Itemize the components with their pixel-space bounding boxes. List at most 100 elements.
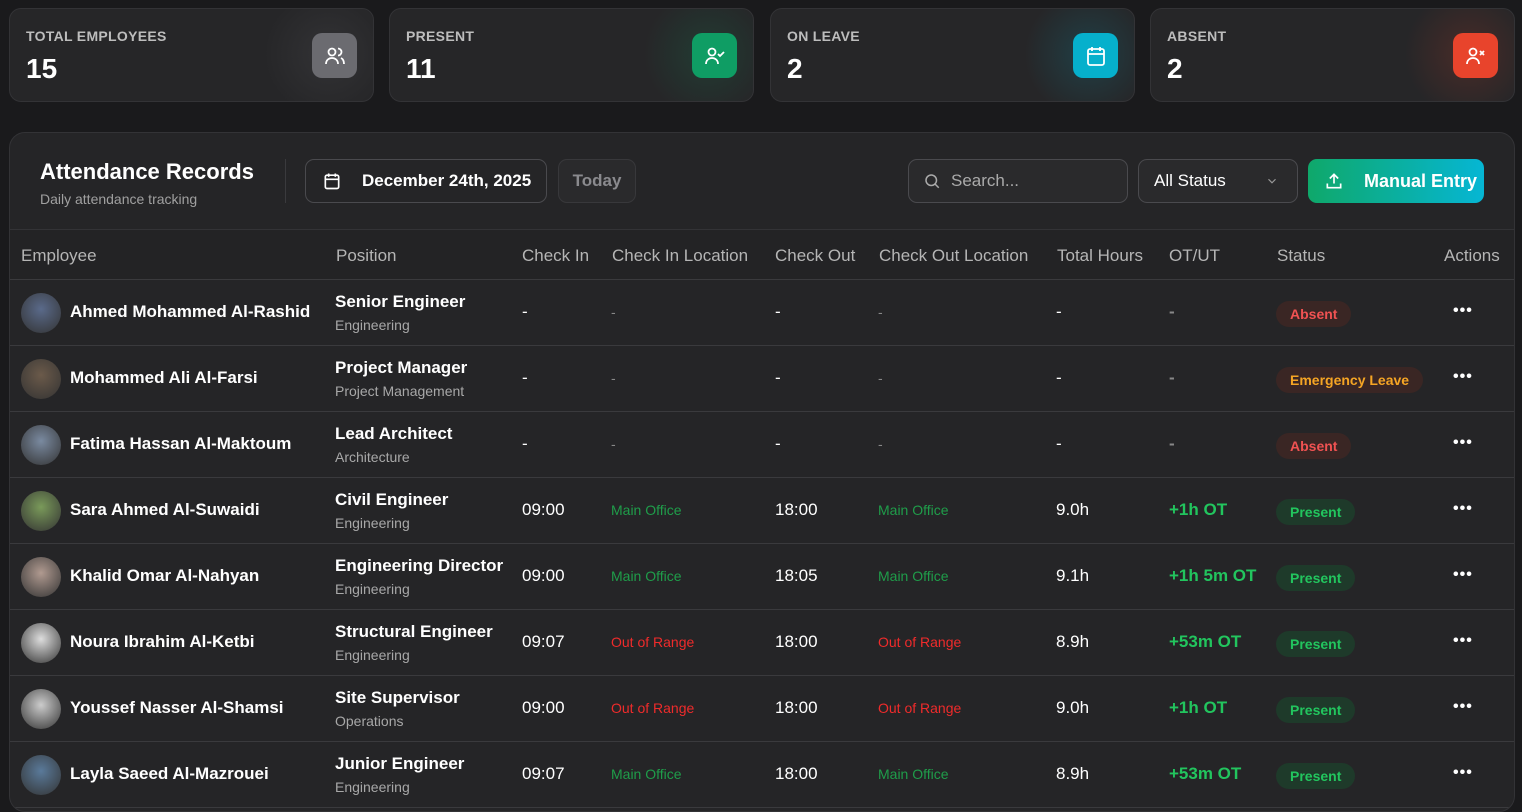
position: Site Supervisor [335,688,460,707]
chevron-down-icon [1268,178,1276,184]
table-row[interactable]: Khalid Omar Al-Nahyan Engineering Direct… [10,544,1514,610]
employee-name: Ahmed Mohammed Al-Rashid [70,302,311,321]
total-hours: - [1056,368,1062,387]
employee-name: Fatima Hassan Al-Maktoum [70,434,292,453]
column-header: Check In [522,246,590,265]
manual-entry-button[interactable]: Manual Entry [1308,159,1484,203]
check-in-location: Main Office [611,766,682,782]
upload-icon [1326,173,1342,189]
check-out-location: Main Office [878,568,949,584]
status-badge: Present [1276,631,1356,657]
page-title: Attendance Records [40,159,254,184]
table-row[interactable]: Youssef Nasser Al-Shamsi Site Supervisor… [10,676,1514,742]
check-out: 18:00 [775,632,818,651]
check-in: 09:00 [522,500,565,519]
check-in: - [522,434,528,453]
ot-ut: +53m OT [1169,764,1242,783]
ot-ut: +53m OT [1169,632,1242,651]
check-in-location: Out of Range [611,634,695,650]
position: Project Manager [335,358,468,377]
column-header: Status [1277,246,1326,265]
check-in: 09:07 [522,764,565,783]
check-in: - [522,302,528,321]
total-hours: - [1056,302,1062,321]
more-actions-icon[interactable]: ••• [1453,434,1473,451]
total-hours: 9.1h [1056,566,1090,585]
date-picker-button[interactable]: December 24th, 2025 [305,159,547,203]
check-out-location: Out of Range [878,634,962,650]
total-hours: 9.0h [1056,698,1090,717]
position: Engineering Director [335,556,504,575]
column-header: Check Out Location [879,246,1029,265]
check-in: 09:07 [522,632,565,651]
more-actions-icon[interactable]: ••• [1453,632,1473,649]
employee-name: Youssef Nasser Al-Shamsi [70,698,284,717]
avatar [21,755,61,795]
stat-card: PRESENT 11 [389,8,754,102]
page-subtitle: Daily attendance tracking [40,191,198,207]
status-badge: Emergency Leave [1276,367,1424,393]
more-actions-icon[interactable]: ••• [1453,368,1473,385]
stat-label: TOTAL EMPLOYEES [26,28,167,44]
date-label: December 24th, 2025 [362,171,532,190]
employee-name: Noura Ibrahim Al-Ketbi [70,632,255,651]
check-in: - [522,368,528,387]
check-out-location: - [878,436,883,452]
stat-value: 15 [26,53,58,84]
column-header: Position [336,246,397,265]
check-out: 18:05 [775,566,818,585]
total-hours: - [1056,434,1062,453]
more-actions-icon[interactable]: ••• [1453,302,1473,319]
status-badge: Present [1276,565,1356,591]
more-actions-icon[interactable]: ••• [1453,500,1473,517]
search-input[interactable]: Search... [908,159,1128,203]
department: Architecture [335,449,410,465]
table-row[interactable]: Sara Ahmed Al-Suwaidi Civil Engineer Eng… [10,478,1514,544]
table-row[interactable]: Layla Saeed Al-Mazrouei Junior Engineer … [10,742,1514,808]
stat-card: ON LEAVE 2 [770,8,1135,102]
employee-name: Sara Ahmed Al-Suwaidi [70,500,260,519]
column-header: Check Out [775,246,856,265]
check-out-location: - [878,370,883,386]
department: Operations [335,713,404,729]
ot-ut: - [1169,368,1175,387]
ot-ut: - [1169,302,1175,321]
check-out: 18:00 [775,698,818,717]
stat-value: 2 [1167,53,1183,84]
table-row[interactable]: Fatima Hassan Al-Maktoum Lead Architect … [10,412,1514,478]
employee-name: Mohammed Ali Al-Farsi [70,368,258,387]
department: Engineering [335,581,410,597]
employee-name: Layla Saeed Al-Mazrouei [70,764,269,783]
more-actions-icon[interactable]: ••• [1453,566,1473,583]
total-hours: 8.9h [1056,632,1090,651]
today-button[interactable]: Today [558,159,636,203]
avatar [21,293,61,333]
search-icon [925,174,940,189]
check-in-location: Main Office [611,568,682,584]
department: Engineering [335,647,410,663]
employee-name: Khalid Omar Al-Nahyan [70,566,260,585]
ot-ut: +1h OT [1169,500,1228,519]
stat-label: ON LEAVE [787,28,860,44]
check-out-location: Out of Range [878,700,962,716]
avatar [21,689,61,729]
table-row[interactable]: Mohammed Ali Al-Farsi Project Manager Pr… [10,346,1514,412]
column-header: OT/UT [1169,246,1220,265]
attendance-panel: Attendance Records Daily attendance trac… [9,132,1515,812]
status-badge: Present [1276,499,1356,525]
check-out: - [775,302,781,321]
avatar [21,623,61,663]
more-actions-icon[interactable]: ••• [1453,698,1473,715]
status-filter-select[interactable]: All Status [1138,159,1298,203]
status-badge: Absent [1276,301,1352,327]
department: Engineering [335,779,410,795]
table-row[interactable]: Ahmed Mohammed Al-Rashid Senior Engineer… [10,280,1514,346]
stat-card: TOTAL EMPLOYEES 15 [9,8,374,102]
avatar [21,491,61,531]
status-filter-value: All Status [1154,171,1226,190]
table-row[interactable]: Noura Ibrahim Al-Ketbi Structural Engine… [10,610,1514,676]
ot-ut: +1h OT [1169,698,1228,717]
check-out-location: - [878,304,883,320]
total-hours: 8.9h [1056,764,1090,783]
more-actions-icon[interactable]: ••• [1453,764,1473,781]
